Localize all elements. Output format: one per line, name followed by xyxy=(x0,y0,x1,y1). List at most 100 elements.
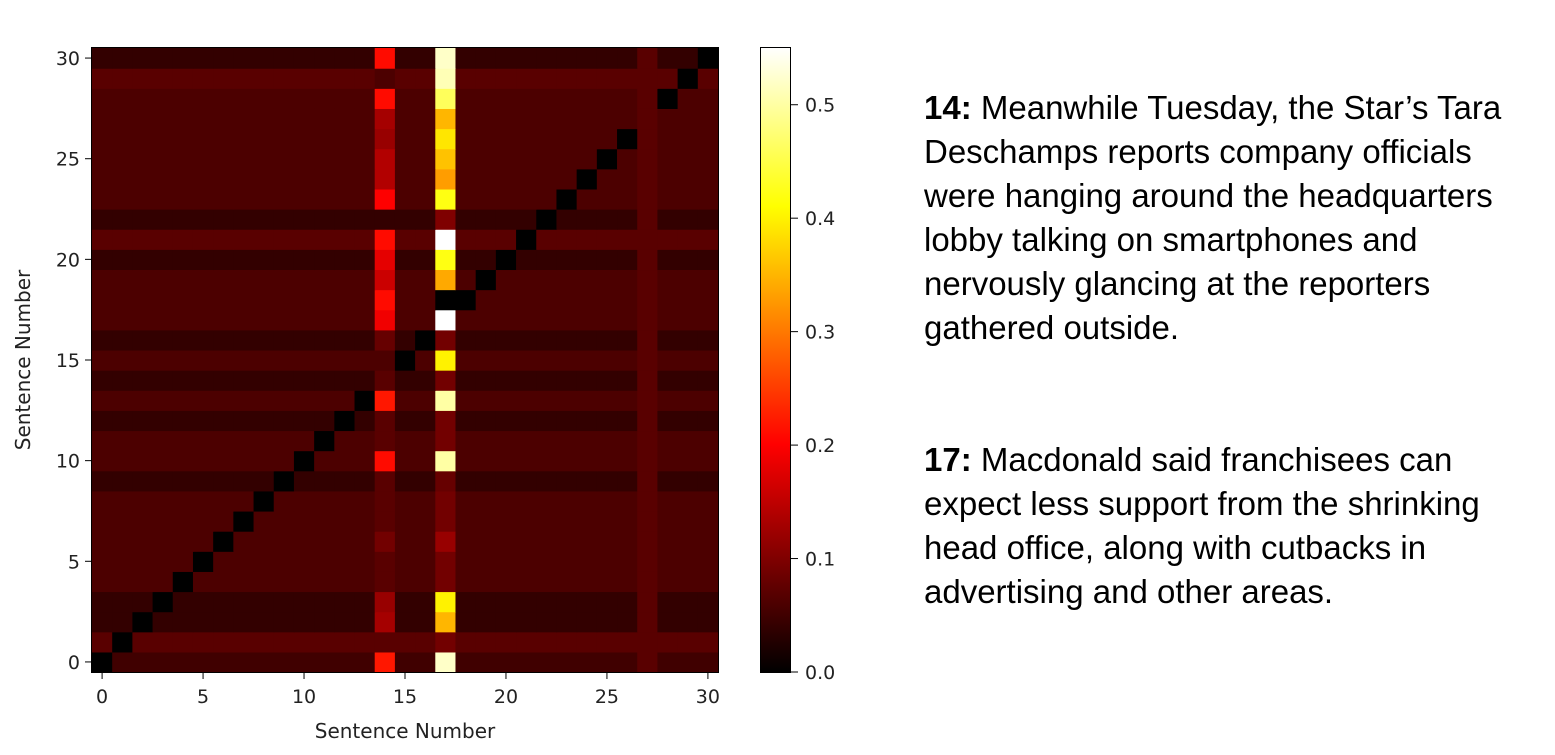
heatmap-cell xyxy=(455,48,477,69)
heatmap-cell xyxy=(516,611,537,633)
heatmap-cell xyxy=(455,309,477,331)
heatmap-cell xyxy=(132,531,154,552)
heatmap-cell xyxy=(354,591,376,613)
heatmap-cell xyxy=(556,88,578,109)
heatmap-cell xyxy=(495,631,517,653)
heatmap-cell xyxy=(475,188,497,210)
heatmap-cell xyxy=(596,229,618,250)
heatmap-cell xyxy=(435,510,457,532)
heatmap-cell xyxy=(596,349,618,371)
heatmap-cell xyxy=(394,229,416,250)
annotation-number: 17: xyxy=(924,441,972,478)
heatmap-cell xyxy=(172,108,194,130)
heatmap-cell xyxy=(657,349,679,371)
heatmap-cell xyxy=(92,510,113,532)
heatmap-cell xyxy=(596,410,618,432)
heatmap-cell xyxy=(132,490,154,512)
heatmap-cell xyxy=(637,349,659,371)
heatmap-cell xyxy=(172,450,194,472)
heatmap-cell xyxy=(132,450,154,472)
heatmap-cell xyxy=(394,651,416,673)
heatmap-cell xyxy=(172,309,194,331)
heatmap-cell xyxy=(152,430,174,452)
heatmap-cell xyxy=(536,430,558,452)
heatmap-cell xyxy=(677,349,699,371)
heatmap-cell xyxy=(152,88,174,109)
heatmap-cell xyxy=(637,289,659,311)
heatmap-cell xyxy=(253,370,275,391)
heatmap-cell xyxy=(455,108,477,130)
heatmap-cell xyxy=(677,148,699,170)
heatmap-cell xyxy=(455,68,477,89)
heatmap-cell xyxy=(112,108,133,130)
heatmap-cell xyxy=(314,309,335,331)
heatmap-cell xyxy=(92,229,113,250)
heatmap-cell xyxy=(334,470,356,492)
heatmap-cell xyxy=(415,370,436,391)
heatmap-cell xyxy=(394,591,416,613)
heatmap-cell xyxy=(495,510,517,532)
heatmap-cell xyxy=(475,229,497,250)
heatmap-cell xyxy=(495,249,517,271)
heatmap-cell xyxy=(435,108,457,130)
heatmap-cell xyxy=(132,269,154,291)
heatmap-cell xyxy=(516,128,537,150)
heatmap-cell xyxy=(92,68,113,89)
heatmap-cell xyxy=(112,48,133,69)
heatmap-cell xyxy=(697,611,719,633)
heatmap-cell xyxy=(293,128,315,150)
heatmap-cell xyxy=(536,631,558,653)
heatmap-cell xyxy=(314,390,335,411)
heatmap-cell xyxy=(132,430,154,452)
heatmap-cell xyxy=(516,591,537,613)
heatmap-cell xyxy=(617,128,638,150)
heatmap-cell xyxy=(152,370,174,391)
heatmap-cell xyxy=(293,591,315,613)
heatmap-cell xyxy=(475,531,497,552)
heatmap-cell xyxy=(637,128,659,150)
heatmap-cell xyxy=(495,329,517,351)
y-tick-label: 10 xyxy=(56,451,80,473)
heatmap-cell xyxy=(475,510,497,532)
heatmap-cell xyxy=(576,410,598,432)
heatmap-cell xyxy=(334,168,356,190)
heatmap-cell xyxy=(435,148,457,170)
heatmap-cell xyxy=(617,48,638,69)
heatmap-cell xyxy=(253,470,275,492)
heatmap-cell xyxy=(495,229,517,250)
heatmap-cell xyxy=(334,128,356,150)
heatmap-cell xyxy=(233,249,255,271)
heatmap-cell xyxy=(253,390,275,411)
heatmap-cell xyxy=(596,611,618,633)
heatmap-cell xyxy=(152,229,174,250)
heatmap-cell xyxy=(172,631,194,653)
heatmap-cell xyxy=(394,510,416,532)
heatmap-cell xyxy=(556,309,578,331)
heatmap-cell xyxy=(314,48,335,69)
heatmap-cell xyxy=(637,470,659,492)
heatmap-cell xyxy=(475,631,497,653)
heatmap-cell xyxy=(495,450,517,472)
heatmap-cell xyxy=(576,591,598,613)
heatmap-cell xyxy=(152,611,174,633)
heatmap-cell xyxy=(415,510,436,532)
heatmap-cell xyxy=(637,410,659,432)
heatmap-cell xyxy=(697,329,719,351)
heatmap-cell xyxy=(596,68,618,89)
heatmap-cell xyxy=(617,490,638,512)
heatmap-cell xyxy=(475,269,497,291)
heatmap-cell xyxy=(314,551,335,572)
heatmap-cell xyxy=(556,611,578,633)
heatmap-cell xyxy=(657,390,679,411)
heatmap-cell xyxy=(637,209,659,230)
heatmap-cell xyxy=(697,390,719,411)
heatmap-cell xyxy=(92,329,113,351)
heatmap-cell xyxy=(253,551,275,572)
heatmap-cell xyxy=(435,289,457,311)
heatmap-cell xyxy=(495,571,517,593)
colorbar-ticks: 0.0 0.1 0.2 0.3 0.4 0.5 xyxy=(791,95,835,684)
heatmap-cell xyxy=(112,329,133,351)
heatmap-cell xyxy=(516,108,537,130)
heatmap-cell xyxy=(152,249,174,271)
heatmap-cell xyxy=(253,249,275,271)
